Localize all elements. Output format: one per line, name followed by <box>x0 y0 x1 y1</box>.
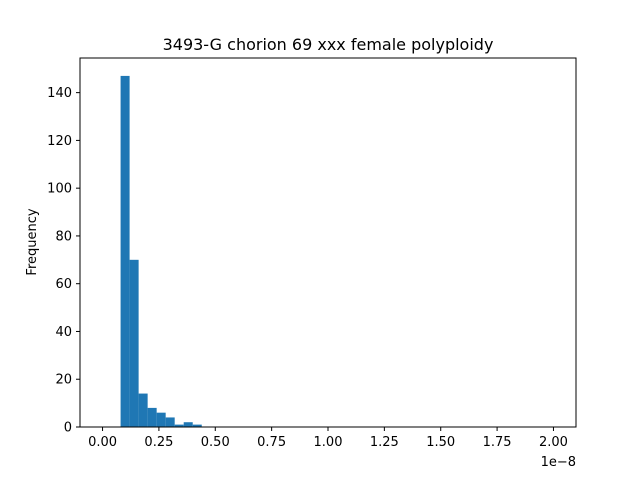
bars-group <box>120 75 202 427</box>
histogram-bar <box>147 407 157 427</box>
histogram-bar <box>183 422 193 427</box>
histogram-bar <box>174 424 184 427</box>
x-tick-label: 0.00 <box>88 435 117 450</box>
y-axis-label: Frequency <box>25 208 40 275</box>
x-tick-label: 2.00 <box>539 435 568 450</box>
y-tick-label: 80 <box>55 229 72 244</box>
y-tick-label: 140 <box>47 86 72 101</box>
y-tick-label: 20 <box>55 373 72 388</box>
x-tick-label: 1.25 <box>370 435 399 450</box>
x-axis-ticks: 0.00 0.25 0.50 0.75 1.00 1.25 1.50 1.75 2.00 <box>88 427 568 450</box>
x-tick-label: 0.50 <box>201 435 230 450</box>
x-offset-label: 1e−8 <box>541 455 576 470</box>
x-tick-label: 1.50 <box>426 435 455 450</box>
histogram-bar <box>192 424 202 427</box>
histogram-bar <box>120 75 130 427</box>
histogram-bar <box>138 393 148 427</box>
y-tick-label: 0 <box>64 421 72 436</box>
chart-title: 3493-G chorion 69 xxx female polyploidy <box>163 35 494 54</box>
histogram-bar <box>165 417 175 427</box>
y-tick-label: 40 <box>55 325 72 340</box>
y-tick-label: 100 <box>47 182 72 197</box>
x-tick-label: 1.75 <box>483 435 512 450</box>
x-tick-label: 1.00 <box>314 435 343 450</box>
x-tick-label: 0.25 <box>144 435 173 450</box>
y-tick-label: 60 <box>55 277 72 292</box>
y-tick-label: 120 <box>47 134 72 149</box>
histogram-bar <box>156 412 166 427</box>
plot-frame <box>79 57 577 428</box>
y-axis-ticks: 0 20 40 60 80 100 120 140 <box>47 86 80 436</box>
histogram-bar <box>129 259 139 427</box>
x-tick-label: 0.75 <box>257 435 286 450</box>
